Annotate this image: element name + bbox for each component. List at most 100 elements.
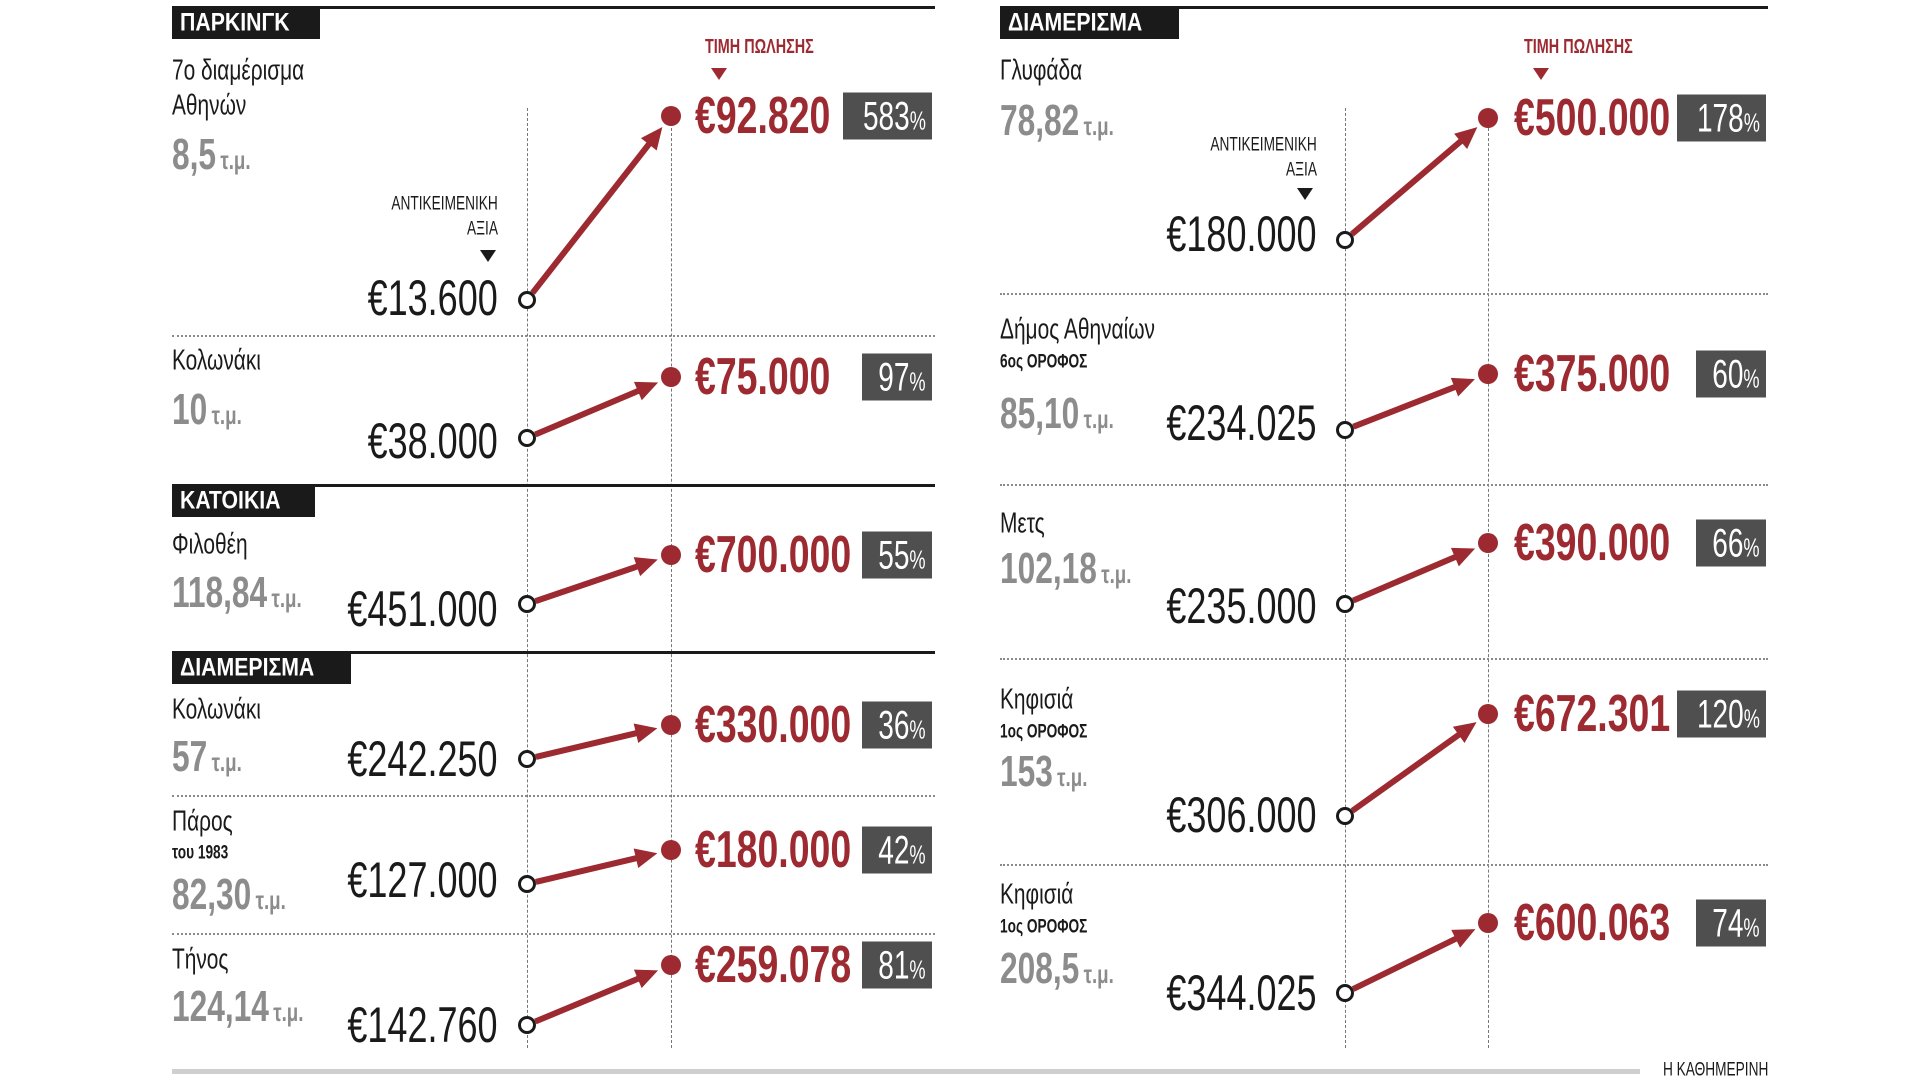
sale-price-point [661, 367, 681, 387]
area-unit: τ.μ. [211, 747, 242, 777]
arrowhead-icon [1450, 547, 1476, 567]
percent-change: 66% [1713, 523, 1760, 563]
sale-price: €375.000 [1514, 345, 1671, 403]
section-header: ΔΙΑΜΕΡΙΣΜΑ [172, 651, 351, 684]
percent-value: 74 [1712, 901, 1744, 945]
percent-change-badge: 66% [1696, 519, 1766, 567]
area-value: 82,30 [172, 870, 252, 919]
percent-value: 66 [1712, 521, 1744, 565]
area-size: 118,84 τ.μ. [172, 571, 302, 615]
sale-price: €92.820 [695, 87, 831, 145]
area-unit: τ.μ. [1101, 559, 1132, 589]
objective-value: €127.000 [347, 852, 498, 908]
location-name: Κολωνάκι [172, 693, 261, 726]
row-divider [172, 335, 935, 337]
percent-change: 60% [1713, 354, 1760, 394]
row-divider [1000, 658, 1768, 660]
area-size: 85,10 τ.μ. [1000, 392, 1114, 436]
objective-value-guide [1345, 108, 1346, 1048]
area-unit: τ.μ. [1083, 111, 1114, 141]
percent-change-badge: 55% [862, 531, 932, 579]
objective-value-point [1336, 807, 1354, 825]
percent-change-badge: 120% [1677, 690, 1766, 738]
row-divider [172, 795, 935, 797]
objective-value: €142.760 [347, 997, 498, 1053]
section-rule [172, 484, 935, 487]
objective-value-point [518, 429, 536, 447]
sale-price: €259.078 [695, 936, 852, 994]
area-unit: τ.μ. [255, 885, 286, 915]
area-size: 57 τ.μ. [172, 735, 242, 779]
location-name: Τήνος [172, 943, 229, 976]
area-value: 118,84 [172, 568, 268, 617]
objective-value-point [1336, 421, 1354, 439]
arrowhead-icon [633, 381, 659, 401]
area-size: 124,14 τ.μ. [172, 985, 303, 1029]
area-size: 82,30 τ.μ. [172, 873, 286, 917]
area-unit: τ.μ. [211, 400, 242, 430]
arrowhead-icon [633, 723, 658, 744]
percent-change-badge: 583% [843, 92, 932, 140]
arrowhead-icon [633, 848, 658, 869]
area-size: 8,5 τ.μ. [172, 133, 251, 177]
area-unit: τ.μ. [1083, 959, 1114, 989]
objective-value-label: ΑΝΤΙΚΕΙΜΕΝΙΚΗ [391, 193, 498, 215]
sale-price-point [1478, 108, 1498, 128]
objective-value-point [518, 875, 536, 893]
row-divider [1000, 293, 1768, 295]
objective-value: €234.025 [1166, 395, 1317, 451]
section-title: ΔΙΑΜΕΡΙΣΜΑ [180, 653, 315, 681]
change-arrow-line [534, 387, 641, 438]
section-title: ΠΑΡΚΙΝΓΚ [180, 8, 290, 36]
sale-price-point [1478, 913, 1498, 933]
objective-value-point [518, 595, 536, 613]
objective-value-point [1336, 231, 1354, 249]
arrowhead-icon [1454, 127, 1478, 149]
sale-price-point [661, 106, 681, 126]
section-rule [172, 6, 935, 9]
percent-symbol: % [909, 366, 926, 396]
percent-value: 36 [878, 703, 910, 747]
percent-symbol: % [909, 714, 926, 744]
objective-value-point [518, 1016, 536, 1034]
area-unit: τ.μ. [1083, 404, 1114, 434]
change-arrow-line [530, 140, 653, 295]
percent-change-badge: 74% [1696, 899, 1766, 947]
objective-value-label: ΑΞΙΑ [467, 218, 498, 240]
sale-price: €500.000 [1514, 89, 1671, 147]
location-detail: του 1983 [172, 842, 229, 864]
section-rule [1000, 6, 1768, 9]
sale-price-label: ΤΙΜΗ ΠΩΛΗΣΗΣ [705, 36, 814, 58]
percent-change: 583% [863, 96, 926, 136]
down-triangle-icon [1297, 188, 1313, 200]
sale-price-label: ΤΙΜΗ ΠΩΛΗΣΗΣ [1524, 36, 1633, 58]
percent-change-badge: 81% [862, 941, 932, 989]
location-name: Κηφισιά [1000, 683, 1074, 716]
percent-symbol: % [909, 105, 926, 135]
objective-value: €180.000 [1166, 206, 1317, 262]
location-name: Κολωνάκι [172, 344, 261, 377]
location-detail: 1ος ΟΡΟΦΟΣ [1000, 721, 1088, 743]
objective-value-point [1336, 595, 1354, 613]
objective-value: €242.250 [347, 731, 498, 787]
location-name: Κηφισιά [1000, 878, 1074, 911]
source-credit: Η ΚΑΘΗΜΕΡΙΝΗ [1662, 1059, 1768, 1081]
objective-value-guide [527, 108, 528, 1048]
down-triangle-icon [480, 250, 496, 262]
change-arrow-line [534, 975, 641, 1025]
location-name: Μετς [1000, 507, 1045, 540]
sale-price-point [1478, 364, 1498, 384]
section-header: ΚΑΤΟΙΚΙΑ [172, 484, 315, 517]
percent-value: 42 [878, 828, 910, 872]
percent-change: 120% [1697, 694, 1760, 734]
change-arrow-line [535, 729, 639, 760]
row-divider [1000, 484, 1768, 486]
objective-value: €344.025 [1166, 965, 1317, 1021]
percent-change-badge: 97% [862, 353, 932, 401]
area-value: 10 [172, 385, 208, 434]
area-size: 208,5 τ.μ. [1000, 947, 1114, 991]
percent-change: 42% [879, 830, 926, 870]
sale-price-point [661, 840, 681, 860]
sale-price-point [1478, 704, 1498, 724]
